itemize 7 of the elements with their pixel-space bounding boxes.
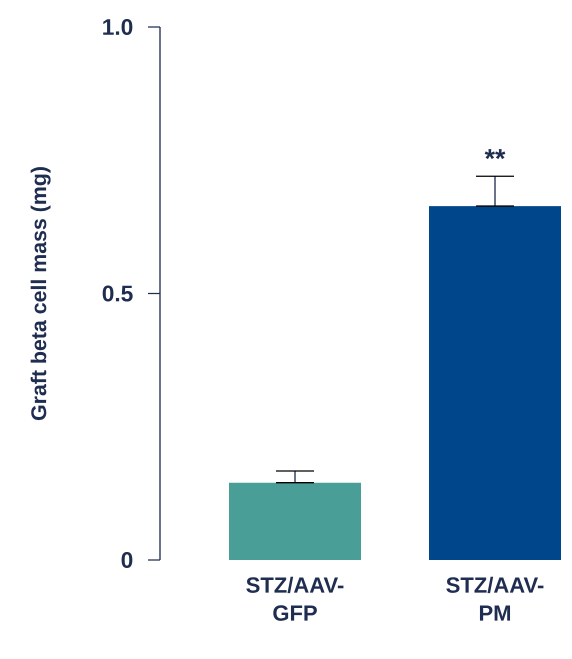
x-tick-label: STZ/AAV-PM <box>446 576 544 621</box>
annotation: ** <box>484 149 506 160</box>
y-tick-label: 1.0 <box>103 18 132 36</box>
y-axis-title: Graft beta cell mass (mg) <box>30 167 51 420</box>
y-tick-label: 0.5 <box>102 285 133 302</box>
x-tick-label: STZ/AAV-GFP <box>246 576 344 621</box>
y-tick-label: 0 <box>122 552 132 568</box>
